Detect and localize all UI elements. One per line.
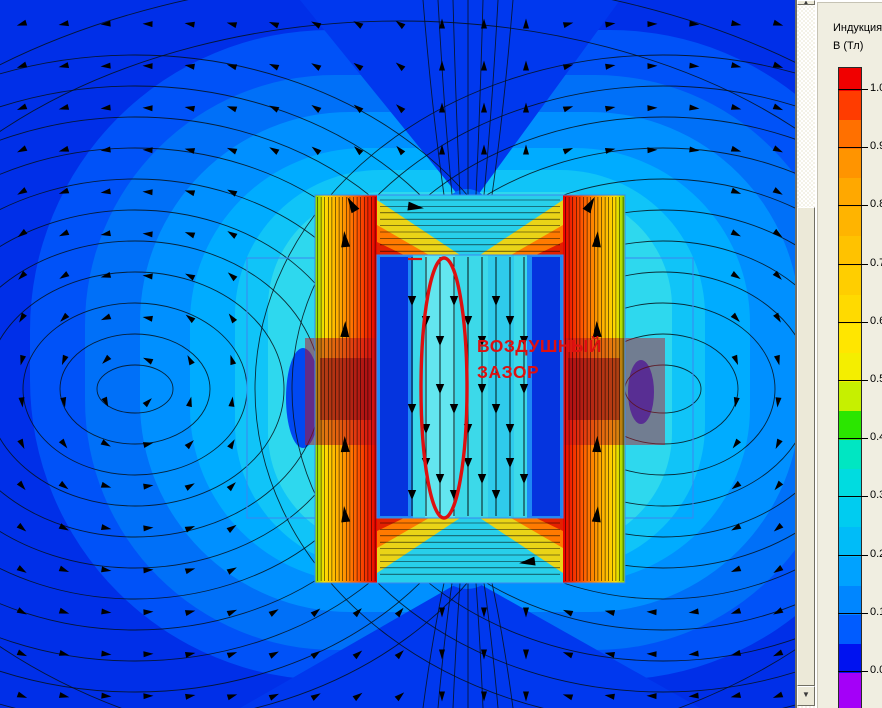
down-arrow-icon: ▼ — [802, 690, 810, 699]
colorbar-tick-label: 0.8 — [870, 198, 882, 211]
colorbar-tick-label: 0.7 — [870, 256, 882, 269]
colorbar-block — [839, 614, 861, 644]
colorbar-block — [839, 207, 861, 237]
colorbar-block — [839, 68, 861, 91]
low-field-wedge-bottom — [240, 583, 700, 708]
plot-panel-divider — [795, 0, 797, 708]
colorbar-tick-label: 0.2 — [870, 547, 882, 560]
colorbar-tick-label: 0.3 — [870, 489, 882, 502]
colorbar-block — [839, 381, 861, 412]
low-field-wedge-top — [300, 0, 620, 195]
colorbar-block — [839, 236, 861, 266]
scrollbar-thumb[interactable] — [797, 207, 815, 686]
colorbar-block — [839, 469, 861, 499]
colorbar-tick-label: 0.1 — [870, 605, 882, 618]
colorbar-block — [839, 149, 861, 179]
air-gap-label-line2: ЗАЗОР — [477, 362, 539, 382]
flux-density-plot: ВОЗДУШНЫЙ ЗАЗОР — [0, 0, 795, 708]
colorbar-tick-label: 0.4 — [870, 431, 882, 444]
colorbar-block — [839, 527, 861, 557]
colorbar-tick-label: 1.0 — [870, 82, 882, 94]
coil-left — [380, 257, 408, 516]
colorbar-block — [839, 120, 861, 150]
colorbar-block — [839, 440, 861, 470]
colorbar-block — [839, 294, 861, 324]
colorbar-tick-label: 0.0 — [870, 664, 882, 676]
vertical-scrollbar[interactable]: ▲ ▼ — [797, 0, 815, 708]
coil-right — [532, 257, 560, 516]
colorbar-block — [839, 352, 861, 382]
colorbar-tick-label: 0.6 — [870, 314, 882, 327]
legend-unit-label: B (Тл) — [833, 40, 864, 52]
colorbar-block — [839, 556, 861, 586]
colorbar-block — [839, 91, 861, 121]
window-outline — [376, 254, 564, 519]
scrollbar-up-button[interactable]: ▲ — [797, 0, 815, 5]
legend-panel: Индукция B (Тл) 1.0 0.9 0.8 0.7 0.6 0.5 0.4 0.3… — [815, 0, 882, 708]
saturation-core-right — [568, 358, 620, 420]
colorbar — [838, 67, 862, 708]
colorbar-block — [839, 323, 861, 353]
field-plot-area: ВОЗДУШНЫЙ ЗАЗОР — [0, 0, 795, 708]
colorbar-block — [839, 265, 861, 295]
scrollbar-down-button[interactable]: ▼ — [797, 686, 815, 706]
core-corner-hotspots — [377, 200, 563, 573]
coil-bbox-left — [246, 257, 316, 519]
colorbar-tick-label: 0.5 — [870, 373, 882, 385]
low-field-pocket-right — [628, 360, 654, 424]
flux-direction-arrows-large — [340, 197, 602, 566]
legend-title: Индукция — [833, 22, 882, 34]
colorbar-block — [839, 498, 861, 528]
field-vector-arrows — [16, 18, 784, 702]
colorbar-block — [839, 178, 861, 208]
colorbar-block — [839, 585, 861, 615]
saturation-core-left — [320, 358, 372, 420]
colorbar-block — [839, 701, 861, 708]
colorbar-block — [839, 672, 861, 702]
colorbar-block — [839, 411, 861, 441]
air-gap-label-line1: ВОЗДУШНЫЙ — [477, 335, 602, 356]
up-arrow-icon: ▲ — [802, 0, 810, 5]
air-gap-ellipse — [419, 256, 469, 520]
colorbar-block — [839, 643, 861, 673]
coil-bbox-right — [624, 257, 694, 519]
colorbar-tick-label: 0.9 — [870, 140, 882, 153]
